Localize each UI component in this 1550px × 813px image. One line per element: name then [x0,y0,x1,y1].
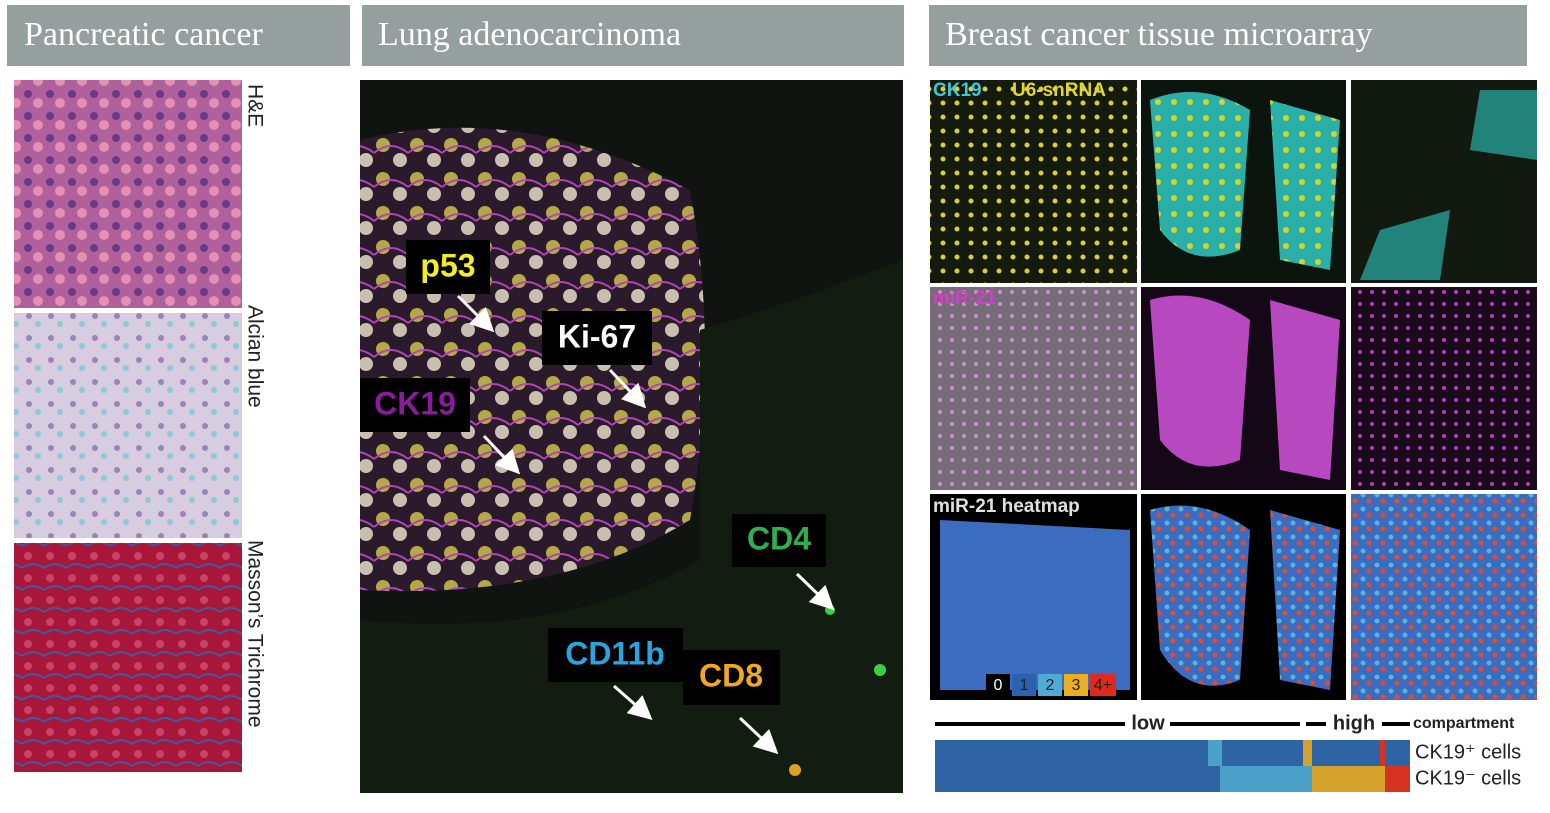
scale-swatch [1038,674,1062,696]
panel-title: Breast cancer tissue microarray [945,16,1373,53]
tile [930,80,1137,283]
channel-label: miR-21 heatmap [933,496,1080,517]
panel-title: Lung adenocarcinoma [378,16,681,53]
arrow [738,716,779,755]
arrow [608,368,647,409]
row-label: CK19⁻ cells [1415,767,1521,789]
tile [930,287,1137,490]
marker-label: CD11b [565,635,665,671]
bar-label: high [1333,712,1375,734]
scale-label: 4+ [1094,677,1112,694]
bar-seg [1385,766,1410,792]
cell [825,605,835,615]
marker-label: Ki-67 [558,318,636,354]
scale-label: 2 [1046,677,1055,694]
tissue [1150,92,1340,270]
arrow [456,294,495,333]
channel-label: CK19 [933,80,982,101]
bar-seg [1303,740,1312,766]
tumor-region [360,127,705,592]
label-box [548,628,683,682]
label-box [683,650,780,705]
header-bar [7,5,350,66]
header-bar [929,5,1527,66]
tissue [1150,505,1340,690]
bar-label: low [1131,712,1165,734]
tissue [1360,90,1537,280]
bar-seg [1312,766,1385,792]
marker-label: CD8 [699,657,763,693]
scale-swatch [1012,674,1036,696]
he-image [14,80,242,308]
scale-label: 1 [1020,677,1029,694]
scale-swatch [986,674,1010,696]
trichrome-image [14,543,242,772]
scale-label: 3 [1072,677,1081,694]
arrow [482,434,521,475]
bar-row [935,740,1410,766]
scale-swatch [1090,674,1116,696]
stain-label: H&E [243,84,266,127]
tissue [940,520,1130,690]
bar-label: compartment [1413,715,1515,732]
label-box [732,514,826,567]
label-box [542,311,652,365]
label-box [406,240,490,294]
bar-seg [1220,766,1312,792]
scale-label: 0 [994,677,1003,694]
stain-label: Masson’s Trichrome [243,540,266,728]
row-label: CK19⁺ cells [1415,741,1521,763]
marker-label: CD4 [747,520,811,556]
marker-label: p53 [420,247,475,283]
header-bar [362,5,904,66]
bar-seg [1208,740,1222,766]
panel-title: Pancreatic cancer [24,16,263,53]
alcian-image [14,313,242,538]
bar-seg [1380,740,1385,766]
channel-label: U6-snRNA [1012,80,1106,101]
scale-swatch [1064,674,1088,696]
arrow [613,684,653,720]
channel-label: miR-21 [933,288,997,309]
cell [874,664,886,676]
arrow [795,572,835,611]
tile [1351,287,1537,490]
marker-label: CK19 [374,385,456,421]
heat-scale: 0 1 2 3 4+ [986,674,1116,696]
label-box [360,378,470,432]
cell [789,764,801,776]
tissue [1150,295,1340,480]
stain-label: Alcian blue [243,305,266,408]
tile [1351,494,1537,700]
